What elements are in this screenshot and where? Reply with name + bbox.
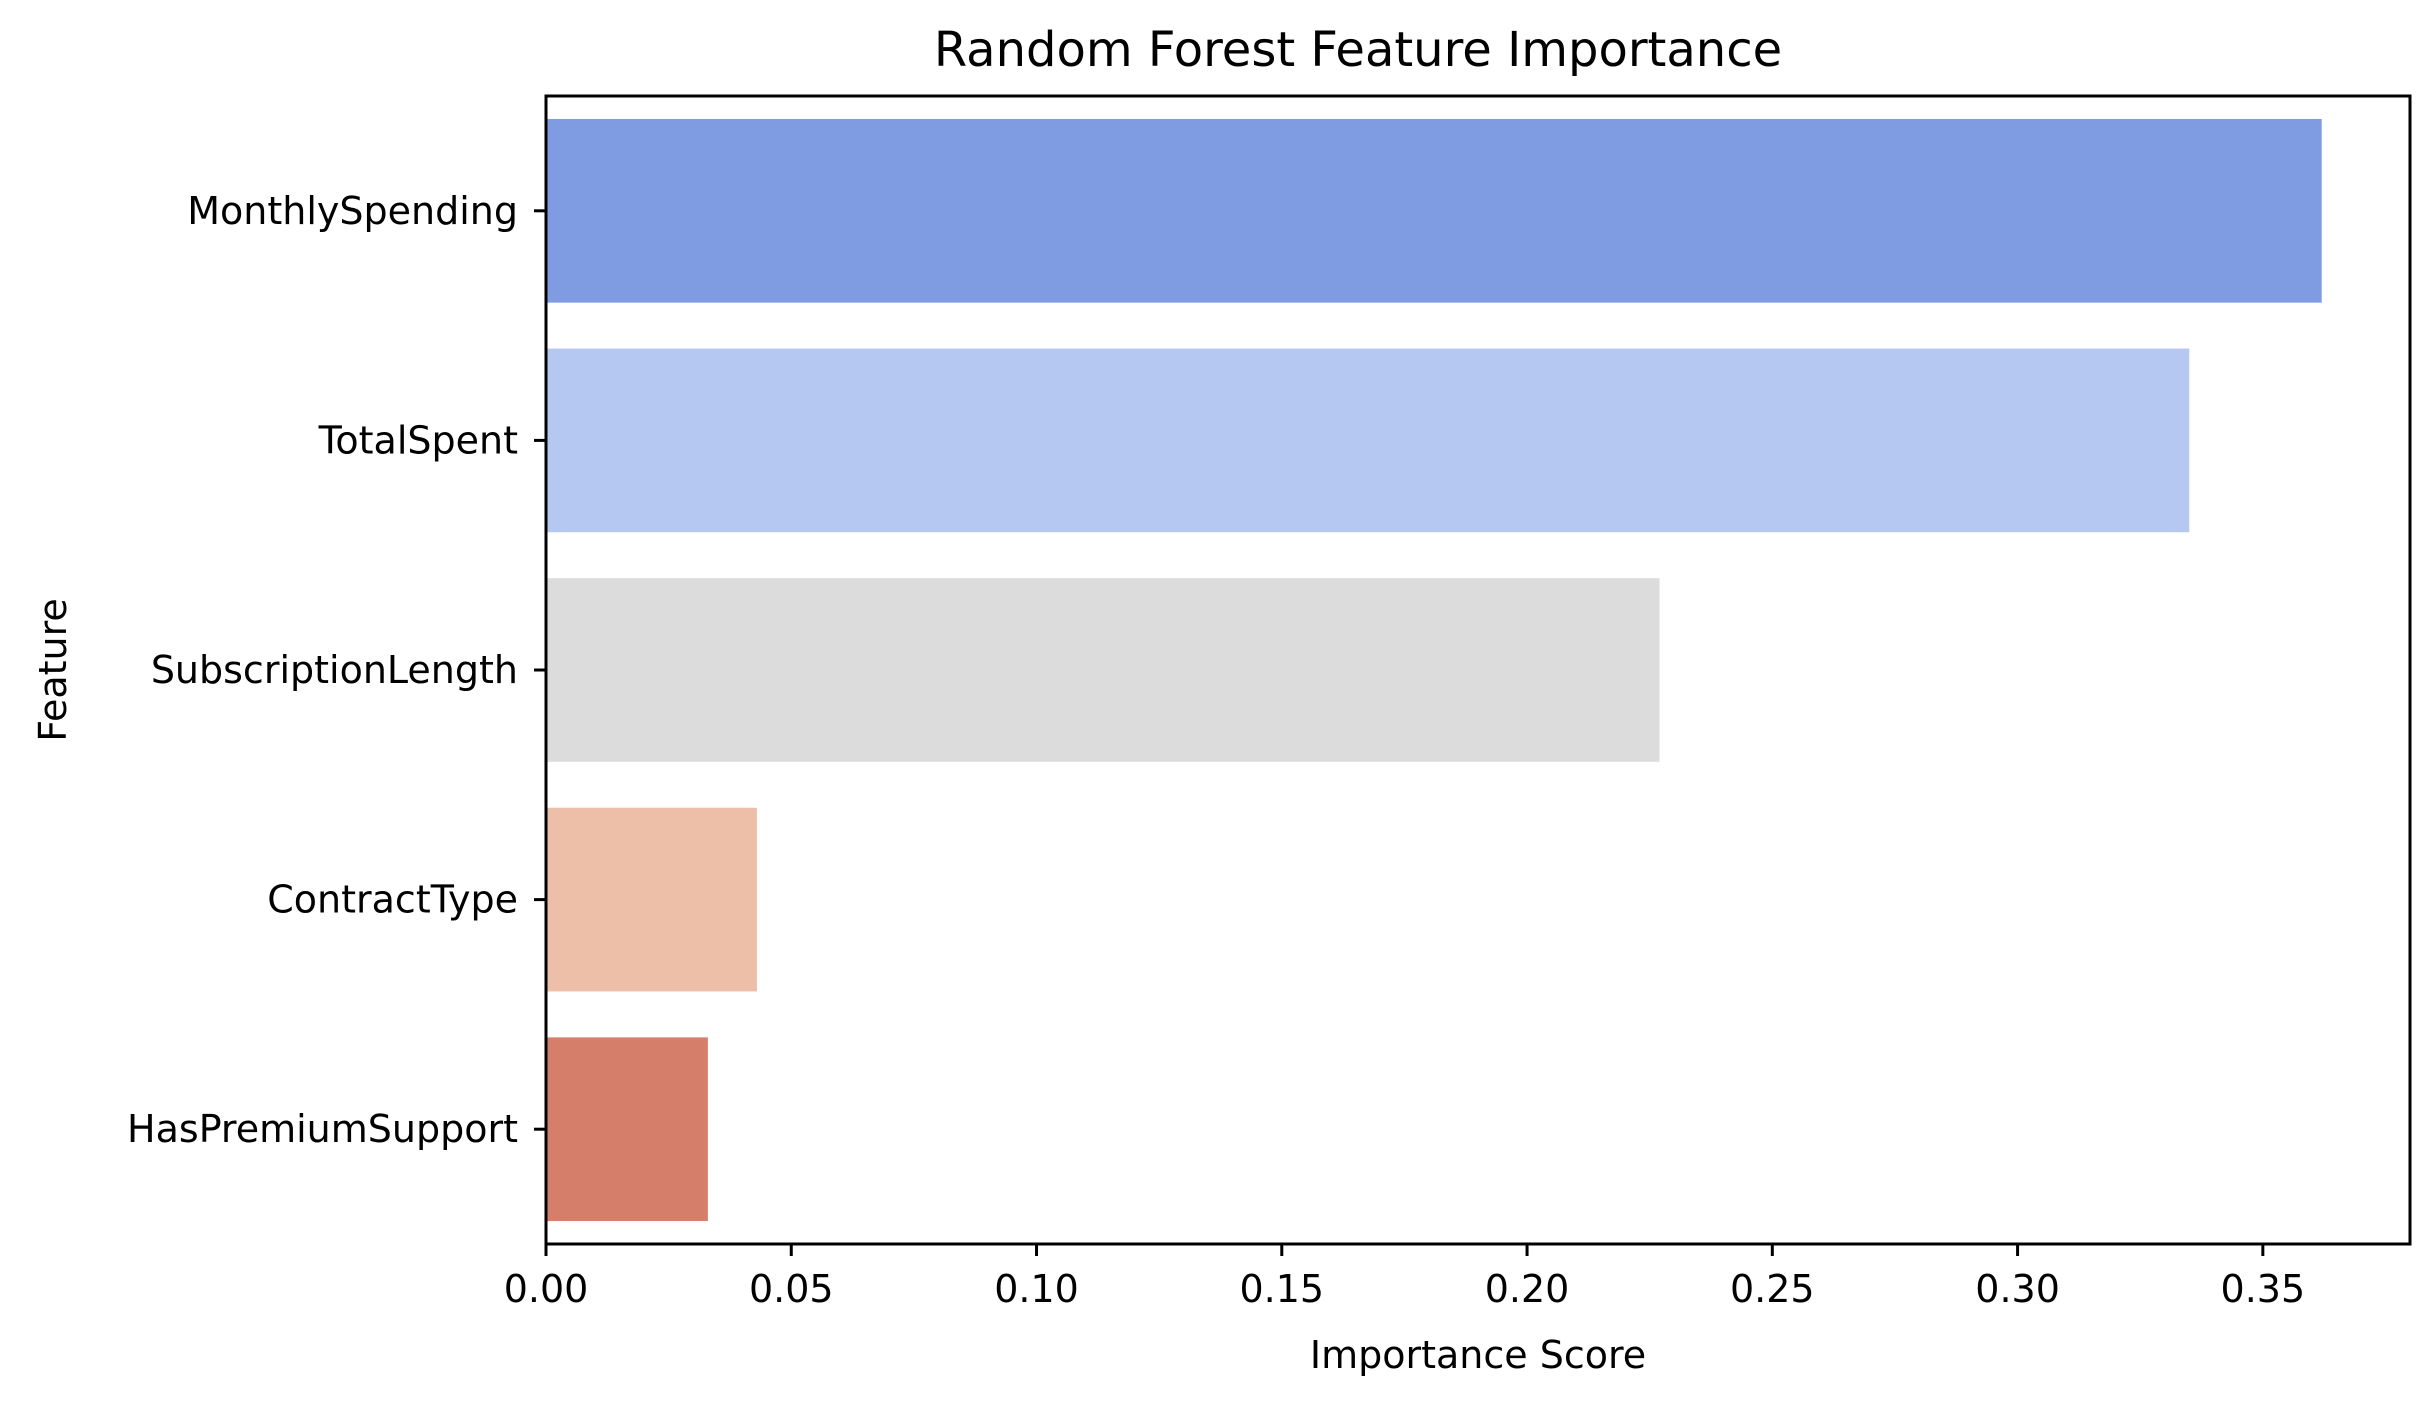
y-tick-label-contract-type: ContractType — [267, 878, 518, 922]
x-tick-label: 0.30 — [1975, 1267, 2060, 1311]
y-axis: MonthlySpending TotalSpent SubscriptionLen… — [127, 189, 546, 1151]
x-tick-label: 0.00 — [504, 1267, 589, 1311]
bar-total-spent — [546, 348, 2190, 533]
y-tick-label-has-premium-support: HasPremiumSupport — [127, 1107, 518, 1151]
x-tick-label: 0.05 — [749, 1267, 834, 1311]
bar-contract-type — [546, 807, 757, 992]
x-axis-label: Importance Score — [1310, 1333, 1646, 1377]
x-tick-label: 0.35 — [2221, 1267, 2306, 1311]
x-tick-label: 0.25 — [1730, 1267, 1815, 1311]
x-tick-label: 0.15 — [1239, 1267, 1324, 1311]
y-tick-label-monthly-spending: MonthlySpending — [187, 189, 518, 233]
x-tick-label: 0.20 — [1485, 1267, 1570, 1311]
y-tick-label-total-spent: TotalSpent — [318, 418, 518, 462]
bar-subscription-length — [546, 578, 1660, 762]
x-tick-label: 0.10 — [994, 1267, 1079, 1311]
y-tick-label-subscription-length: SubscriptionLength — [151, 648, 518, 692]
bar-monthly-spending — [546, 118, 2322, 303]
bars-group — [546, 118, 2322, 1222]
y-axis-label: Feature — [31, 598, 75, 742]
x-axis: 0.00 0.05 0.10 0.15 0.20 0.25 0.30 0.35 — [504, 1244, 2305, 1311]
chart-title: Random Forest Feature Importance — [934, 22, 1782, 78]
bar-has-premium-support — [546, 1037, 708, 1222]
